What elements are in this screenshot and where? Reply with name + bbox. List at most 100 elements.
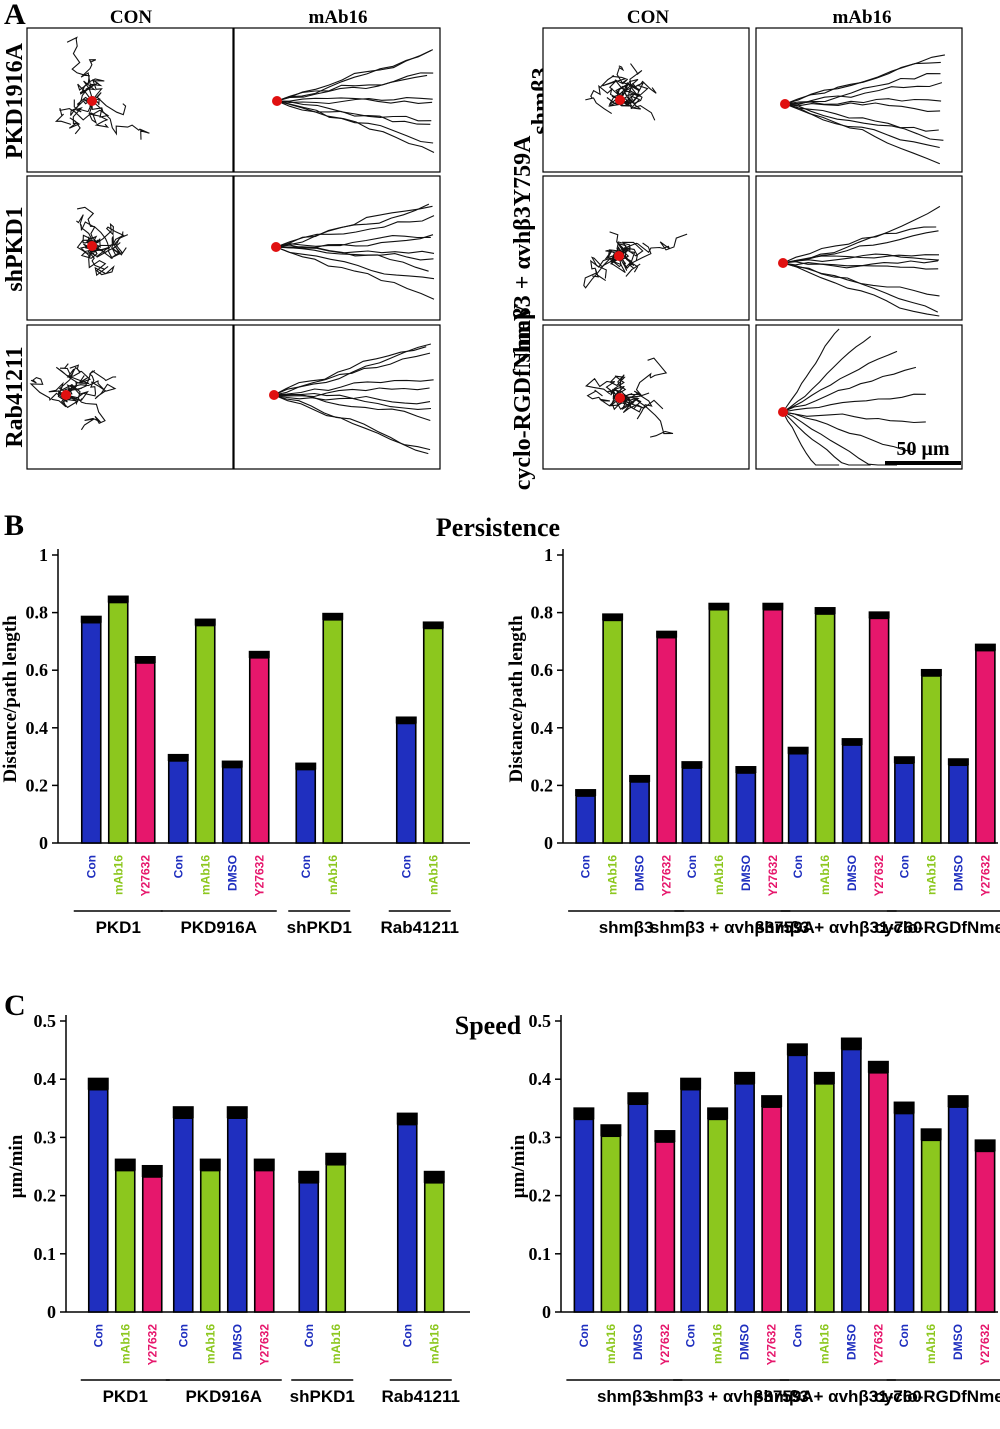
bar-label: DMSO	[225, 855, 239, 891]
bar-label: DMSO	[738, 1324, 752, 1360]
error-bar	[893, 1101, 915, 1114]
bar	[893, 1112, 915, 1313]
trajectory-box	[26, 175, 234, 321]
y-tick-label: 0.2	[26, 775, 49, 795]
error-bar	[325, 1152, 347, 1165]
group-label: PKD1	[96, 918, 141, 937]
error-bar	[974, 643, 996, 651]
cell-track	[276, 50, 432, 102]
error-bar	[423, 1170, 445, 1183]
row-label-shpkd1-text: shPKD1	[2, 206, 28, 291]
y-tick-label: 0.2	[531, 775, 554, 795]
bar	[253, 1169, 275, 1313]
trajectory-frame	[755, 175, 963, 321]
group-label: shmβ3 + αvhβ31-760	[754, 1387, 922, 1406]
trajectory-box	[26, 27, 234, 173]
bar	[841, 744, 863, 844]
cell-track	[782, 411, 840, 466]
bar-label: mAb16	[606, 855, 620, 895]
bar	[80, 621, 102, 844]
error-bar	[654, 1130, 676, 1143]
cell-track	[782, 366, 917, 413]
origin-dot	[87, 96, 97, 106]
cell-track	[275, 246, 435, 300]
bar	[573, 1118, 595, 1313]
bar	[194, 624, 216, 844]
origin-dot	[272, 96, 282, 106]
error-bar	[422, 621, 444, 629]
bar	[322, 618, 344, 844]
y-tick-label: 0.1	[34, 1244, 57, 1264]
bar-label: Y27632	[138, 855, 152, 897]
trajectory-frame	[233, 175, 441, 321]
cell-track	[76, 206, 110, 258]
bar	[423, 1181, 445, 1313]
bar-label: Y27632	[978, 1324, 992, 1366]
bar	[974, 1150, 996, 1313]
row-label-shmb3-avhb3: shmβ3 + αvhβ3Y759A	[510, 135, 536, 363]
y-tick-label: 0.2	[34, 1186, 57, 1206]
cell-track	[618, 233, 688, 257]
bar	[920, 1139, 942, 1313]
group-label: cyclo-RGDfNmeV	[874, 918, 1000, 937]
bar	[325, 1163, 347, 1313]
bar-label: Con	[400, 1324, 414, 1347]
y-tick-label: 0.8	[531, 603, 554, 623]
bar	[841, 1048, 862, 1313]
row-label-cyclo: cyclo-RGDfNmeV	[510, 303, 536, 490]
cell-track	[782, 262, 939, 313]
bar-label: DMSO	[951, 1324, 965, 1360]
bar	[708, 608, 730, 844]
chart-persistence-left: B Persistence Distance/path length 0 0.2 0.4 0…	[0, 509, 560, 937]
cell-track	[612, 385, 643, 413]
cell-track	[276, 74, 428, 102]
bar-label: Y27632	[257, 1324, 271, 1366]
bar-label: Y27632	[978, 855, 992, 897]
y-tick-label: 0.4	[531, 718, 554, 738]
cell-track	[784, 98, 942, 105]
y-tick-label: 1	[39, 545, 48, 565]
bar	[600, 1135, 622, 1313]
bar-label: mAb16	[329, 1324, 343, 1364]
bar	[894, 762, 915, 844]
chart-speed-left: C Speed μm/min 0 0.1 0.2 0.3 0.4 0.5 Con mAb16 Y276…	[4, 989, 522, 1406]
cell-track	[784, 103, 939, 132]
origin-dot	[780, 99, 790, 109]
trajectory-box	[542, 175, 750, 321]
bar-label: mAb16	[924, 855, 938, 895]
bar-label: Con	[790, 1324, 804, 1347]
bar-label: mAb16	[604, 1324, 618, 1364]
row-label-rab4: Rab41211	[2, 346, 28, 447]
row-label-shpkd1: shPKD1	[2, 206, 28, 291]
error-bar	[867, 1060, 889, 1073]
trajectory-box	[755, 324, 963, 470]
bar	[656, 636, 677, 844]
y-tick-label: 1	[544, 545, 553, 565]
error-bar	[253, 1158, 275, 1171]
cell-track	[273, 394, 429, 455]
cell-track	[276, 100, 434, 144]
bar	[627, 1103, 649, 1313]
error-bar	[226, 1106, 248, 1119]
y-tick-label: 0.3	[34, 1127, 57, 1147]
origin-dot	[615, 393, 625, 403]
cell-track	[784, 103, 941, 165]
y-tick-label: 0.4	[529, 1069, 552, 1089]
bar-label: Con	[897, 855, 911, 878]
error-bar	[947, 1095, 969, 1108]
cell-track	[784, 73, 941, 105]
error-bar	[787, 746, 809, 754]
bar	[114, 1169, 136, 1313]
bar-charts: B Persistence Distance/path length 0 0.2 0.4 0…	[0, 509, 1000, 1406]
bar	[761, 1106, 782, 1313]
bar	[172, 1117, 194, 1313]
cell-track	[590, 255, 626, 279]
cell-track	[784, 82, 943, 106]
trajectory-frame	[233, 27, 441, 173]
row-label-pkd1-916a: PKD1916A	[2, 42, 28, 159]
y-tick-label: 0	[39, 833, 48, 853]
bar-label: Y27632	[765, 1324, 779, 1366]
cell-track	[782, 328, 840, 413]
bar-label: mAb16	[711, 1324, 725, 1364]
cell-track	[618, 241, 652, 265]
